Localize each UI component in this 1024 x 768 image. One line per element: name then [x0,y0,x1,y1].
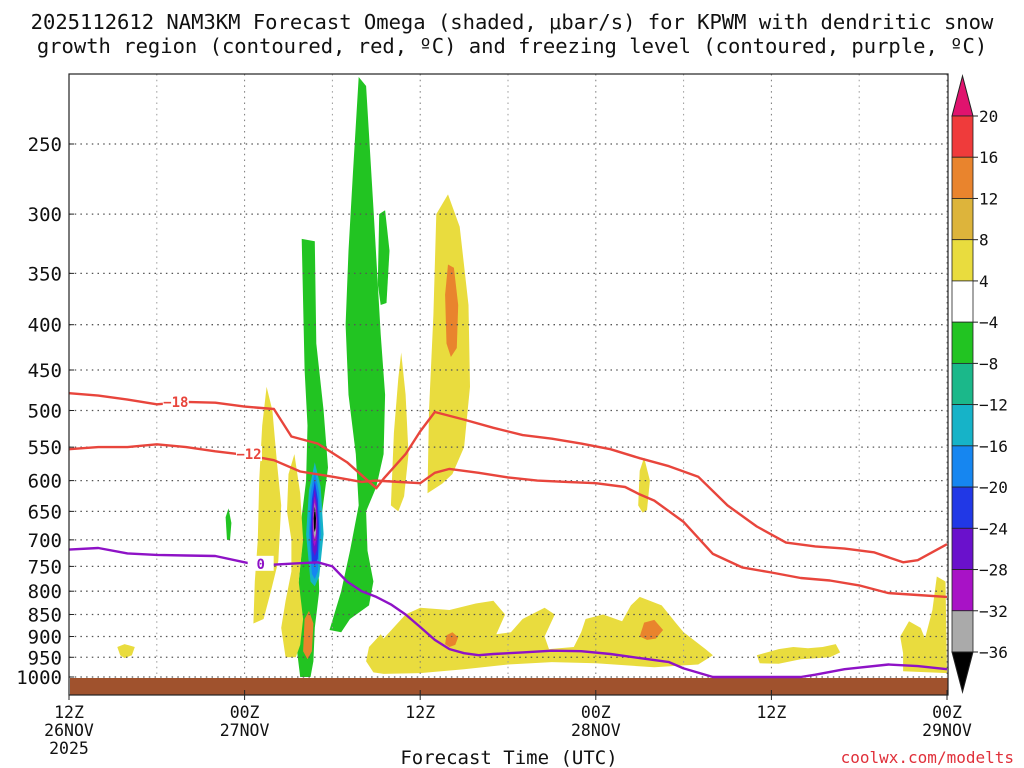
colorbar-label-13: −36 [979,643,1008,662]
contour-label-bg-0 [247,555,274,571]
omega-region-green-left-speck [225,508,232,540]
colorbar-label-7: −12 [979,396,1008,415]
colorbar-label-9: −20 [979,478,1008,497]
omega-region-orange-low-left [303,610,314,660]
omega-region-yellow-small-mid [390,352,409,512]
y-tick-label-250: 250 [28,134,62,156]
x-axis-label: Forecast Time (UTC) [400,747,617,768]
x-tick-label-36-l2: 28NOV [571,721,621,740]
y-tick-label-350: 350 [28,263,62,285]
y-tick-label-500: 500 [28,401,62,423]
y-tick-label-600: 600 [28,471,62,493]
x-tick-label-12-l1: 00Z [230,703,260,722]
omega-region-orange-low-band-2 [639,619,664,640]
omega-shaded-regions [117,77,947,677]
omega-region-green-left-column [294,238,328,677]
contour-line-0 [68,546,948,679]
colorbar-segment-3 [951,239,974,282]
omega-region-yellow-low-spot [117,644,135,659]
omega-region-green-upper-thin [377,210,390,305]
x-tick-label-24-l1: 12Z [405,703,435,722]
pressure-axis: 2503003504004505005506006507007508008509… [16,134,74,689]
y-tick-label-900: 900 [28,626,62,648]
colorbar-segment-4 [951,280,974,323]
x-tick-label-0-l2: 26NOV [44,721,94,740]
omega-region-orange-low-band-1 [445,632,459,647]
x-tick-label-12-l2: 27NOV [220,721,270,740]
omega-region-orange-center-core [445,264,459,357]
y-tick-label-400: 400 [28,315,62,337]
colorbar-label-6: −8 [979,354,998,373]
y-tick-label-450: 450 [28,360,62,382]
contour-label--18: −18 [163,395,188,411]
colorbar-label-1: 16 [979,148,998,167]
colorbar-top-triangle [951,74,974,117]
omega-region-yellow-right-low [756,644,841,664]
colorbar: 20 16 12 8 4 −4 −8 −12 −16 −20 −24 −28 −32 −36 [951,74,1008,694]
omega-region-yellow-right-edge [900,576,947,674]
contour-label--12: −12 [236,447,261,463]
omega-region-yellow-left-1 [253,386,282,624]
x-tick-label-36-l1: 00Z [581,703,611,722]
colorbar-segment-2 [951,198,974,241]
contour-label-bg--18 [162,393,189,409]
x-tick-label-0-l3: 2025 [49,739,89,758]
colorbar-segment-7 [951,404,974,447]
colorbar-label-4: 4 [979,272,989,291]
y-tick-label-1000: 1000 [16,667,62,689]
plot-frame [68,73,949,696]
colorbar-segment-9 [951,486,974,529]
x-tick-label-48-l1: 12Z [756,703,786,722]
omega-region-yellow-low-band [366,596,713,674]
colorbar-label-5: −4 [979,313,998,332]
colorbar-segment-11 [951,569,974,612]
colorbar-bottom-triangle [951,651,974,694]
x-tick-label-60-l1: 00Z [932,703,962,722]
credit-text: coolwx.com/modelts [841,748,1014,767]
colorbar-label-12: −32 [979,602,1008,621]
colorbar-segment-12 [951,610,974,653]
colorbar-label-3: 8 [979,231,989,250]
y-tick-label-300: 300 [28,204,62,226]
terrain-ground [70,678,948,695]
chart-title-line1: 2025112612 NAM3KM Forecast Omega (shaded… [31,10,994,34]
contour-label-bg--12 [235,446,262,462]
omega-region-yellow-left-2 [281,454,304,658]
contour-line--12 [68,443,948,599]
colorbar-segment-1 [951,156,974,199]
colorbar-segment-8 [951,445,974,488]
colorbar-segment-5 [951,321,974,364]
colorbar-segment-0 [951,115,974,158]
x-tick-label-0-l1: 12Z [54,703,84,722]
colorbar-label-11: −28 [979,561,1008,580]
colorbar-label-2: 12 [979,189,998,208]
y-tick-label-850: 850 [28,605,62,627]
colorbar-label-8: −16 [979,437,1008,456]
contour-label-0: 0 [256,557,264,573]
y-tick-label-650: 650 [28,501,62,523]
x-tick-label-60-l2: 29NOV [922,721,972,740]
y-tick-label-750: 750 [28,556,62,578]
y-tick-label-800: 800 [28,581,62,603]
omega-region-yellow-right-small [638,457,650,513]
chart-title-line2: growth region (contoured, red, ºC) and f… [37,34,987,58]
omega-region-omega-core-black [313,506,316,533]
temperature-contours: −18 −12 0 [68,392,948,679]
grid-lines [68,74,948,695]
colorbar-label-0: 20 [979,107,998,126]
y-tick-label-950: 950 [28,647,62,669]
y-tick-label-550: 550 [28,437,62,459]
colorbar-label-10: −24 [979,519,1008,538]
contour-line--18 [68,392,948,564]
colorbar-segment-6 [951,362,974,406]
omega-region-green-upper-tall [329,77,386,633]
y-tick-label-700: 700 [28,530,62,552]
colorbar-segment-10 [951,527,974,570]
